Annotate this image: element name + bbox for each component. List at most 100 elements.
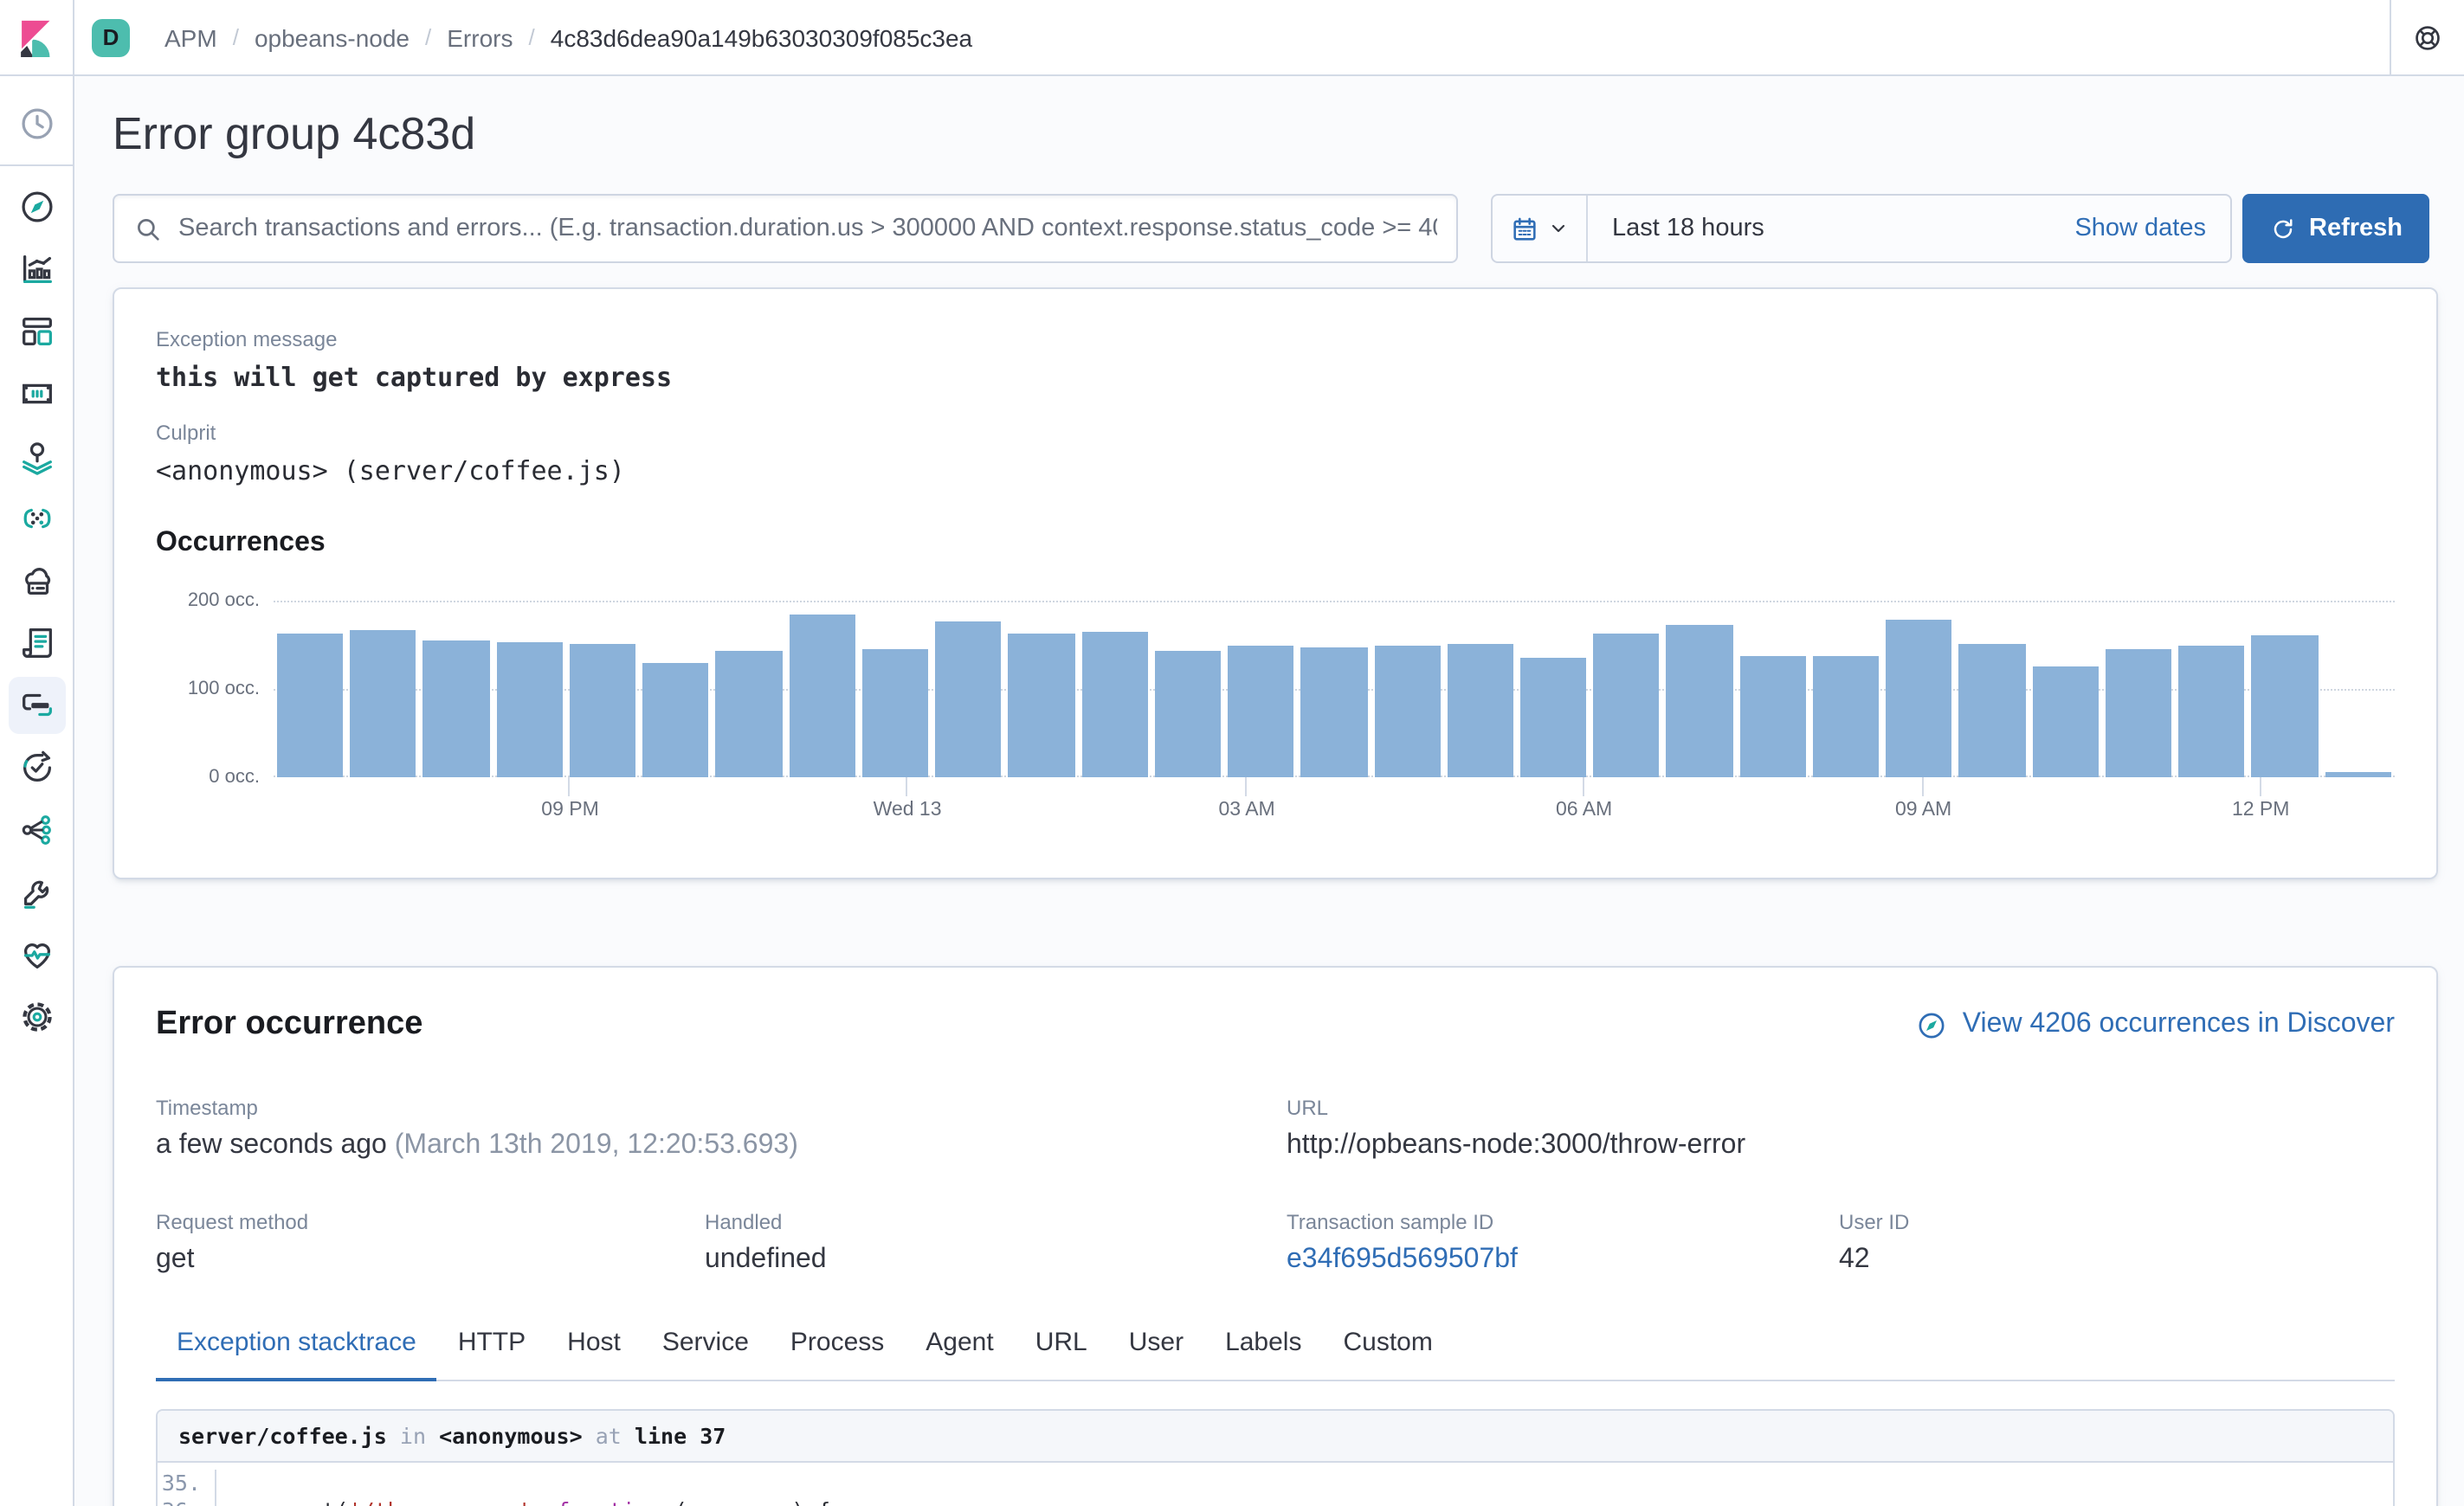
x-tick-label: 12 PM [2231,800,2290,821]
occurrence-bar[interactable] [1447,644,1513,777]
stacktrace-line: line 37 [634,1423,726,1449]
sidebar-item-apm[interactable] [8,677,65,734]
tab-labels[interactable]: Labels [1204,1328,1322,1381]
occurrence-bar[interactable] [1739,656,1806,777]
occurrence-bar[interactable] [496,642,563,777]
help-button[interactable] [2390,0,2464,75]
sidebar-item-uptime[interactable] [8,739,65,796]
occurrence-bar[interactable] [1374,646,1441,777]
sidebar-item-graph[interactable] [8,801,65,859]
breadcrumb-errors[interactable]: Errors [447,23,513,51]
infrastructure-icon [24,568,50,595]
occurrence-bar[interactable] [1519,658,1587,777]
x-tick-label: 09 AM [1895,800,1952,821]
visualize-chart-icon [22,254,51,284]
occurrence-bar[interactable] [1300,647,1368,777]
occurrence-bar[interactable] [861,649,929,777]
sidebar-item-infrastructure[interactable] [8,552,65,609]
occurrence-bar[interactable] [422,640,490,777]
sidebar-item-visualize[interactable] [8,241,65,298]
timestamp-absolute: (March 13th 2019, 12:20:53.693) [394,1130,798,1160]
maps-pin-icon [22,442,51,475]
occurrence-bar[interactable] [2251,635,2319,777]
sidebar-item-machine-learning[interactable] [8,490,65,547]
stacktrace-code-body: 35. 36.app.get('/throw-error', function … [158,1463,2393,1506]
tab-process[interactable]: Process [770,1328,905,1381]
tab-user[interactable]: User [1108,1328,1204,1381]
sidebar-item-recently-viewed[interactable] [8,95,65,152]
x-tick: Wed 13 [874,777,942,821]
kibana-logo[interactable] [0,0,74,75]
tab-host[interactable]: Host [546,1328,642,1381]
occurrence-tabs: Exception stacktrace HTTP Host Service P… [156,1328,2395,1381]
clock-icon [21,108,52,139]
space-avatar[interactable]: D [92,18,130,56]
occurrence-bar[interactable] [1008,634,1075,777]
line-number: 35. [158,1470,216,1497]
field-timestamp: Timestamp a few seconds ago (March 13th … [156,1096,1287,1162]
tab-exception-stacktrace[interactable]: Exception stacktrace [156,1328,437,1381]
breadcrumb-separator: / [425,24,432,50]
occurrence-bar[interactable] [1154,651,1222,777]
date-picker-menu-button[interactable] [1493,196,1588,261]
refresh-button[interactable]: Refresh [2242,194,2429,263]
occurrences-chart: 200 occ. 100 occ. 0 occ. 09 PM Wed 13 03 A… [156,590,2395,833]
page-title: Error group 4c83d [113,107,476,159]
sidebar-item-maps[interactable] [8,428,65,485]
breadcrumb-apm[interactable]: APM [164,23,217,51]
x-tick: 09 PM [541,777,599,821]
transaction-sample-id-link[interactable]: e34f695d569507bf [1287,1245,1518,1274]
sidebar-item-dashboard[interactable] [8,303,65,360]
field-user-id: User ID 42 [1839,1210,2395,1276]
occurrence-bar[interactable] [569,644,636,777]
occurrence-bar[interactable] [2032,666,2099,777]
occurrence-bar[interactable] [1081,632,1148,777]
chevron-down-icon [1551,224,1565,233]
y-tick-label: 100 occ. [187,679,260,699]
view-occurrences-in-discover-link[interactable]: View 4206 occurrences in Discover [1916,1008,2395,1041]
y-tick-label: 0 occ. [209,767,260,788]
x-tick: 12 PM [2232,777,2289,821]
x-tick-label: 06 AM [1556,800,1613,821]
uptime-icon [23,750,51,782]
tab-custom[interactable]: Custom [1322,1328,1453,1381]
monitoring-heartbeat-icon [23,943,50,969]
tab-agent[interactable]: Agent [905,1328,1014,1381]
show-dates-button[interactable]: Show dates [2074,215,2206,242]
occurrence-bar[interactable] [642,663,709,777]
occurrence-bar[interactable] [1593,634,1660,777]
x-tick-label: 03 AM [1218,800,1275,821]
occurrence-bar[interactable] [1958,644,2026,777]
line-number: 36. [158,1497,216,1506]
occurrence-bar[interactable] [277,634,344,777]
sidebar-item-logs[interactable] [8,615,65,672]
occurrence-bar[interactable] [2105,649,2172,777]
occurrence-bar[interactable] [350,630,416,777]
occurrence-bar[interactable] [2178,646,2245,777]
sidebar-item-canvas[interactable] [8,365,65,422]
sidebar-item-monitoring[interactable] [8,926,65,983]
request-method-label: Request method [156,1210,309,1234]
sidebar-item-management[interactable] [8,988,65,1046]
tab-http[interactable]: HTTP [437,1328,546,1381]
occurrence-bar[interactable] [1666,625,1733,777]
occurrence-bar[interactable] [1228,646,1294,777]
occurrence-bar[interactable] [1812,656,1880,777]
request-method-value: get [156,1245,195,1274]
date-picker-range[interactable]: Last 18 hours Show dates [1588,196,2230,261]
occurrence-bar[interactable] [715,651,783,777]
breadcrumb-separator: / [232,24,239,50]
occurrence-bar[interactable] [1886,620,1952,777]
occurrence-bar[interactable] [2325,772,2391,777]
breadcrumb-service[interactable]: opbeans-node [254,23,410,51]
tab-service[interactable]: Service [642,1328,770,1381]
occurrence-bar[interactable] [935,621,1002,777]
breadcrumb: APM / opbeans-node / Errors / 4c83d6dea9… [164,23,972,51]
occurrences-chart-yaxis: 200 occ. 100 occ. 0 occ. [156,590,260,788]
sidebar-item-dev-tools[interactable] [8,864,65,921]
sidebar-divider [0,164,73,166]
occurrence-bar[interactable] [789,615,855,777]
sidebar-item-discover[interactable] [8,178,65,235]
tab-url[interactable]: URL [1015,1328,1108,1381]
search-input[interactable] [178,215,1437,242]
